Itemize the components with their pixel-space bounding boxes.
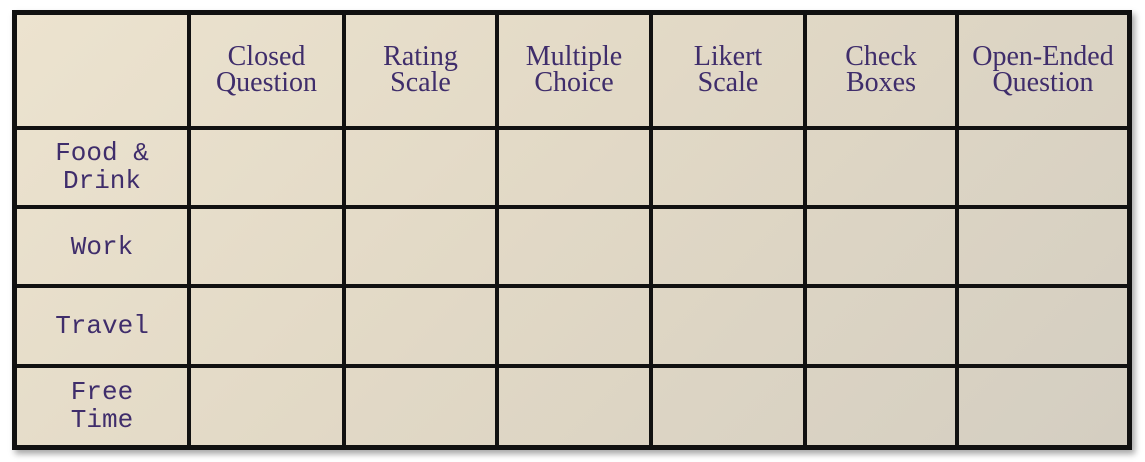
table-cell [342,363,499,445]
table-cell [187,284,346,368]
table-cell [955,284,1127,368]
table-cell [955,125,1127,209]
table-cell [803,125,959,209]
column-header-likert-scale: Likert Scale [649,15,807,130]
table-cell [649,363,807,445]
column-header-closed-question: Closed Question [187,15,346,130]
row-header-travel: Travel [17,284,191,368]
table-cell [342,125,499,209]
row-header-food-drink: Food & Drink [17,125,191,209]
row-header-free-time: Free Time [17,363,191,445]
column-header-rating-scale: Rating Scale [342,15,499,130]
survey-question-grid: Closed Question Rating Scale Multiple Ch… [12,10,1132,450]
header-row: Closed Question Rating Scale Multiple Ch… [17,15,1127,130]
table-cell [803,284,959,368]
table-cell [342,204,499,289]
table-row: Travel [17,284,1127,368]
table-cell [342,284,499,368]
table-cell [495,284,653,368]
table-cell [495,125,653,209]
table-cell [495,204,653,289]
table-cell [803,204,959,289]
column-header-multiple-choice: Multiple Choice [495,15,653,130]
table-cell [803,363,959,445]
corner-cell [17,15,191,130]
table-cell [187,363,346,445]
column-header-check-boxes: Check Boxes [803,15,959,130]
row-header-work: Work [17,204,191,289]
table-row: Food & Drink [17,125,1127,209]
table-cell [187,204,346,289]
table-row: Work [17,204,1127,289]
table-cell [495,363,653,445]
table-cell [649,204,807,289]
question-type-table: Closed Question Rating Scale Multiple Ch… [17,15,1127,445]
table-cell [955,363,1127,445]
table-cell [955,204,1127,289]
table-row: Free Time [17,363,1127,445]
column-header-open-ended-question: Open-Ended Question [955,15,1127,130]
table-cell [649,125,807,209]
table-cell [649,284,807,368]
table-cell [187,125,346,209]
